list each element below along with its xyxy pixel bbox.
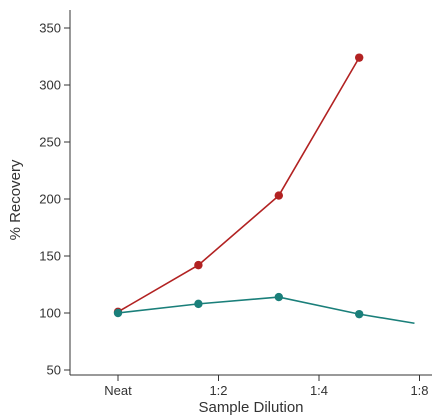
series-1-point [274,191,283,200]
y-tick-label: 250 [39,135,61,150]
series-2-point [274,292,283,302]
x-ticks: Neat 1:2 1:4 1:8 [104,375,429,398]
series-2-point [113,308,123,318]
y-tick-label: 100 [39,306,61,321]
y-tick-label: 350 [39,21,61,36]
y-tick-label: 300 [39,78,61,93]
y-ticks: 50 100 150 200 250 300 350 [39,21,70,378]
x-tick-label: 1:2 [209,383,227,398]
series-2-point [355,309,364,319]
y-axis-label: % Recovery [7,159,24,240]
x-axis-label: Sample Dilution [198,399,303,416]
x-tick-label: 1:4 [310,383,328,398]
x-tick-label: Neat [104,383,132,398]
series-1-line [117,57,360,313]
series-layer [113,53,415,325]
axes [69,10,432,376]
series-2-point [194,299,203,309]
y-tick-label: 200 [39,192,61,207]
y-tick-label: 150 [39,249,61,264]
x-tick-label: 1:8 [410,383,428,398]
series-1-point [355,53,364,62]
series-2-line [117,296,415,325]
y-tick-label: 50 [47,363,61,378]
series-1-point [194,260,203,270]
